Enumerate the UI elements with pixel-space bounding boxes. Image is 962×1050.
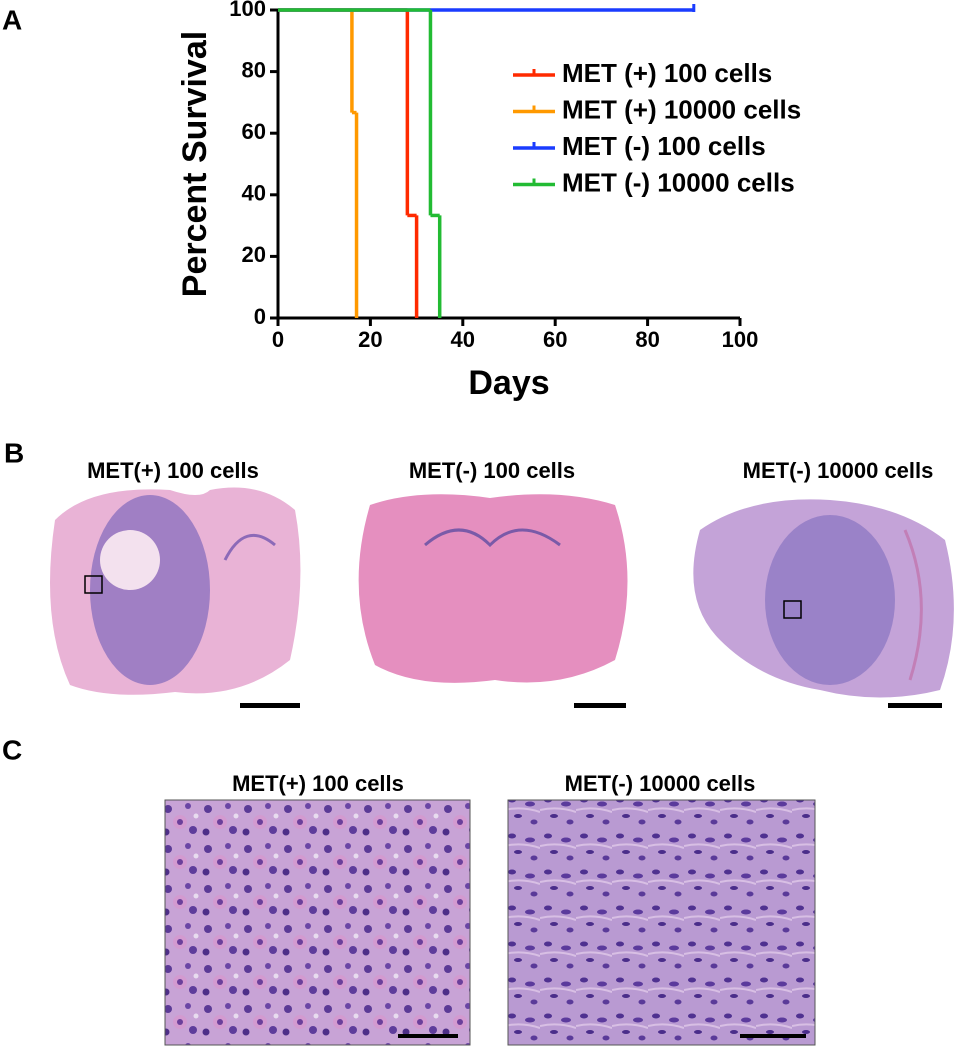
- x-tick-label: 60: [543, 327, 567, 352]
- y-tick-label: 100: [229, 0, 266, 21]
- panel-letter: B: [4, 437, 24, 468]
- y-tick-label: 80: [242, 57, 266, 82]
- image-title: MET(-) 10000 cells: [743, 458, 934, 483]
- histology-image: [358, 494, 628, 708]
- x-tick-label: 80: [635, 327, 659, 352]
- x-tick-label: 40: [451, 327, 475, 352]
- histology-image: [693, 499, 954, 708]
- y-tick-label: 60: [242, 119, 266, 144]
- y-axis-label: Percent Survival: [176, 31, 214, 297]
- y-tick-label: 40: [242, 181, 266, 206]
- x-tick-label: 0: [272, 327, 284, 352]
- micrograph: [164, 799, 471, 1046]
- image-title: MET(-) 10000 cells: [565, 771, 756, 796]
- legend-label: MET (-) 10000 cells: [562, 167, 795, 197]
- x-tick-label: 100: [722, 327, 759, 352]
- y-tick-label: 20: [242, 242, 266, 267]
- x-tick-label: 20: [358, 327, 382, 352]
- x-axis-label: Days: [468, 364, 549, 402]
- y-tick-label: 0: [254, 304, 266, 329]
- legend-label: MET (+) 100 cells: [562, 58, 772, 88]
- image-title: MET(+) 100 cells: [87, 458, 259, 483]
- image-title: MET(-) 100 cells: [409, 458, 575, 483]
- legend-label: MET (-) 100 cells: [562, 131, 766, 161]
- histology-image: [50, 487, 301, 708]
- micrograph: [507, 799, 816, 1046]
- legend-label: MET (+) 10000 cells: [562, 94, 801, 124]
- panel-letter: C: [2, 734, 22, 765]
- image-title: MET(+) 100 cells: [232, 771, 404, 796]
- panel-letter: A: [2, 4, 22, 35]
